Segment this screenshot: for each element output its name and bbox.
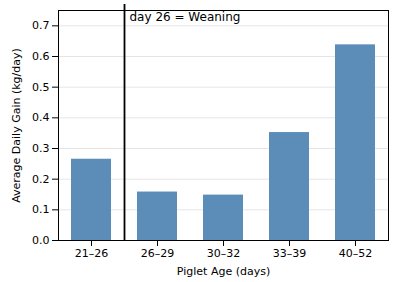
svg-text:0.5: 0.5 bbox=[32, 81, 50, 94]
svg-text:0.1: 0.1 bbox=[32, 203, 50, 216]
svg-text:0.0: 0.0 bbox=[32, 234, 50, 247]
svg-text:0.2: 0.2 bbox=[32, 173, 50, 186]
svg-text:Piglet Age (days): Piglet Age (days) bbox=[177, 265, 270, 278]
svg-text:30–32: 30–32 bbox=[207, 247, 241, 260]
svg-text:0.6: 0.6 bbox=[32, 50, 50, 63]
svg-text:0.4: 0.4 bbox=[32, 111, 50, 124]
svg-text:day 26 = Weaning: day 26 = Weaning bbox=[130, 10, 241, 24]
svg-text:26–29: 26–29 bbox=[141, 247, 175, 260]
svg-text:Average Daily Gain (kg/day): Average Daily Gain (kg/day) bbox=[10, 48, 23, 203]
svg-text:0.7: 0.7 bbox=[32, 19, 50, 32]
svg-text:40–52: 40–52 bbox=[339, 247, 373, 260]
svg-text:0.3: 0.3 bbox=[32, 142, 50, 155]
svg-text:21–26: 21–26 bbox=[75, 247, 109, 260]
svg-text:33–39: 33–39 bbox=[273, 247, 307, 260]
